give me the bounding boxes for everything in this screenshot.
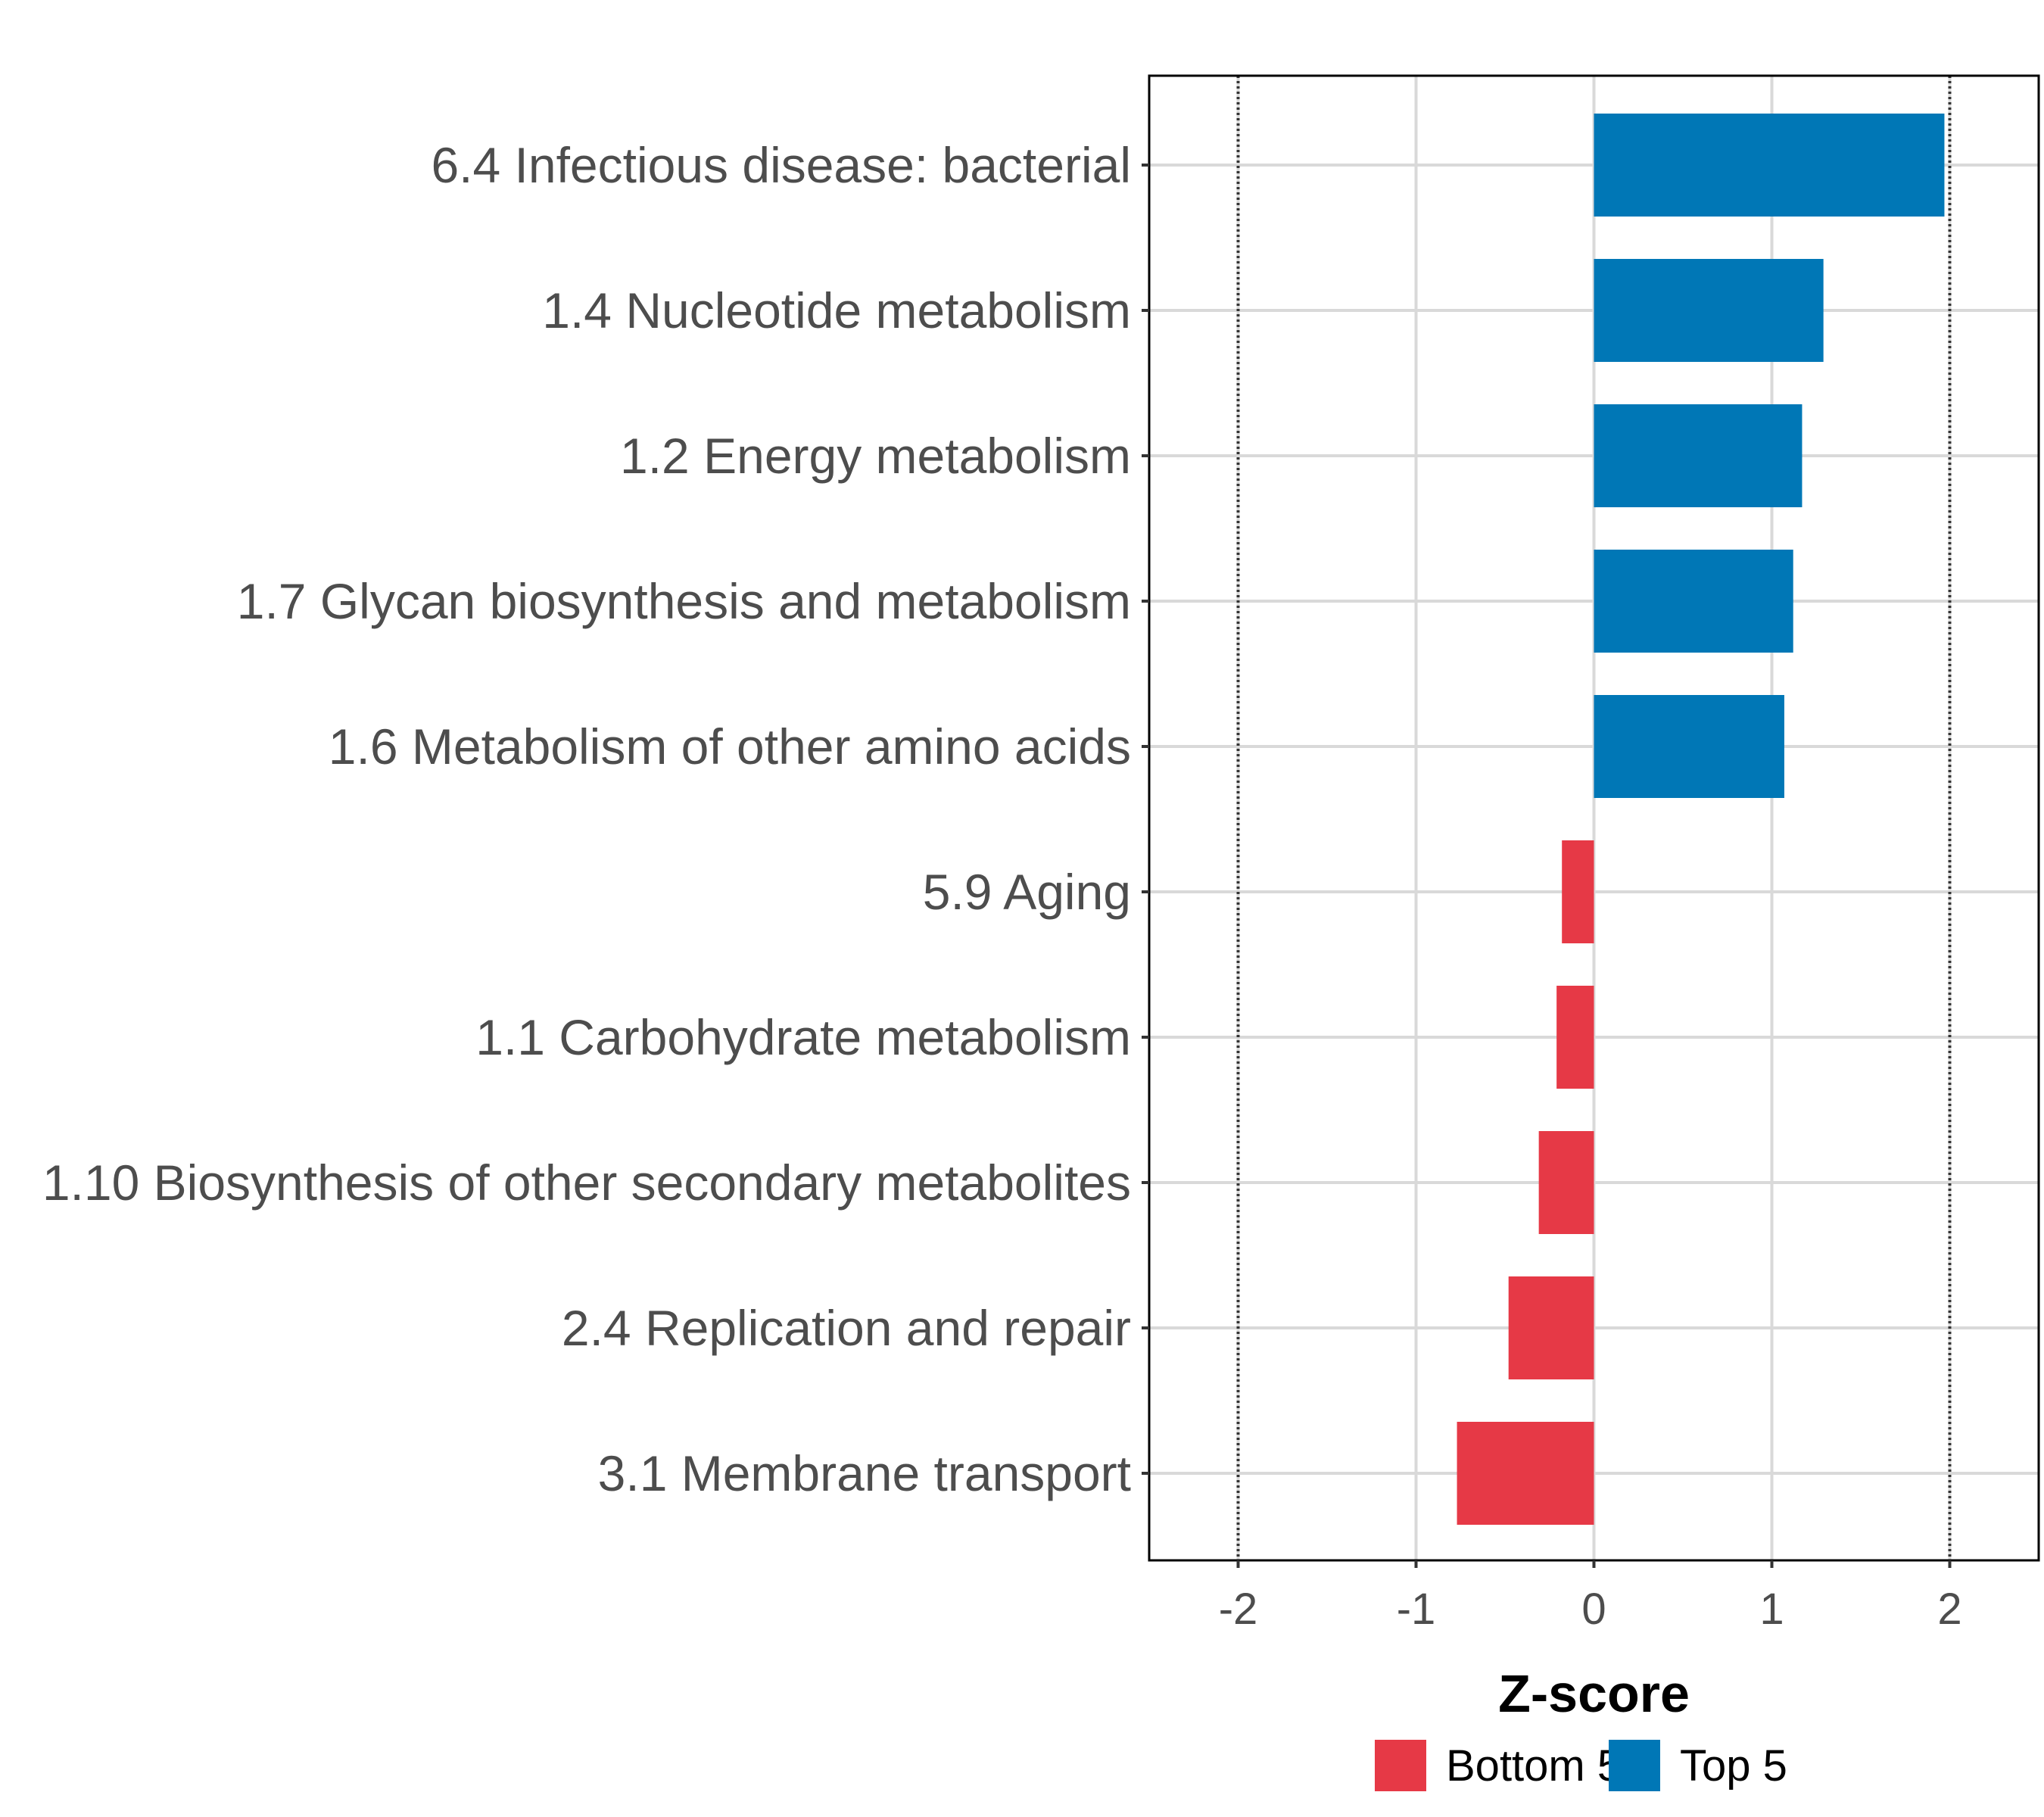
legend-swatch	[1609, 1740, 1660, 1791]
bar-layer	[1457, 114, 1945, 1525]
y-tick-label: 5.9 Aging	[923, 864, 1131, 920]
y-tick-label: 1.6 Metabolism of other amino acids	[329, 718, 1131, 774]
bar	[1594, 259, 1824, 362]
y-axis: 6.4 Infectious disease: bacterial 1.4 Nuc…	[42, 137, 1149, 1501]
x-tick-label: 0	[1581, 1585, 1606, 1634]
bar	[1562, 840, 1594, 943]
reference-lines	[1236, 76, 1952, 1560]
y-tick-label: 1.2 Energy metabolism	[620, 428, 1131, 484]
x-tick-label: -2	[1219, 1585, 1258, 1634]
x-tick-label: 1	[1759, 1585, 1784, 1634]
y-tick-label: 1.1 Carbohydrate metabolism	[475, 1009, 1131, 1065]
bar	[1594, 550, 1793, 653]
legend-label: Top 5	[1680, 1741, 1787, 1791]
bar	[1556, 986, 1594, 1089]
x-tick-label: 2	[1937, 1585, 1961, 1634]
bar	[1457, 1422, 1594, 1525]
x-tick-label: -1	[1397, 1585, 1436, 1634]
legend-label: Bottom 5	[1446, 1741, 1622, 1791]
y-tick-label: 2.4 Replication and repair	[562, 1300, 1131, 1356]
y-tick-label: 6.4 Infectious disease: bacterial	[431, 137, 1131, 193]
bar	[1538, 1131, 1594, 1234]
bar	[1594, 404, 1803, 507]
bar	[1508, 1276, 1594, 1379]
y-tick-label: 3.1 Membrane transport	[598, 1445, 1131, 1501]
bar	[1594, 114, 1945, 217]
x-axis-title: Z-score	[1498, 1664, 1690, 1723]
bar	[1594, 695, 1784, 798]
legend-swatch	[1375, 1740, 1426, 1791]
y-tick-label: 1.4 Nucleotide metabolism	[542, 282, 1131, 338]
x-axis: -2 -1 0 1 2	[1219, 1560, 1962, 1634]
y-tick-label: 1.10 Biosynthesis of other secondary met…	[42, 1155, 1131, 1211]
legend: Bottom 5 Top 5	[1375, 1740, 1787, 1791]
y-tick-label: 1.7 Glycan biosynthesis and metabolism	[237, 573, 1131, 629]
